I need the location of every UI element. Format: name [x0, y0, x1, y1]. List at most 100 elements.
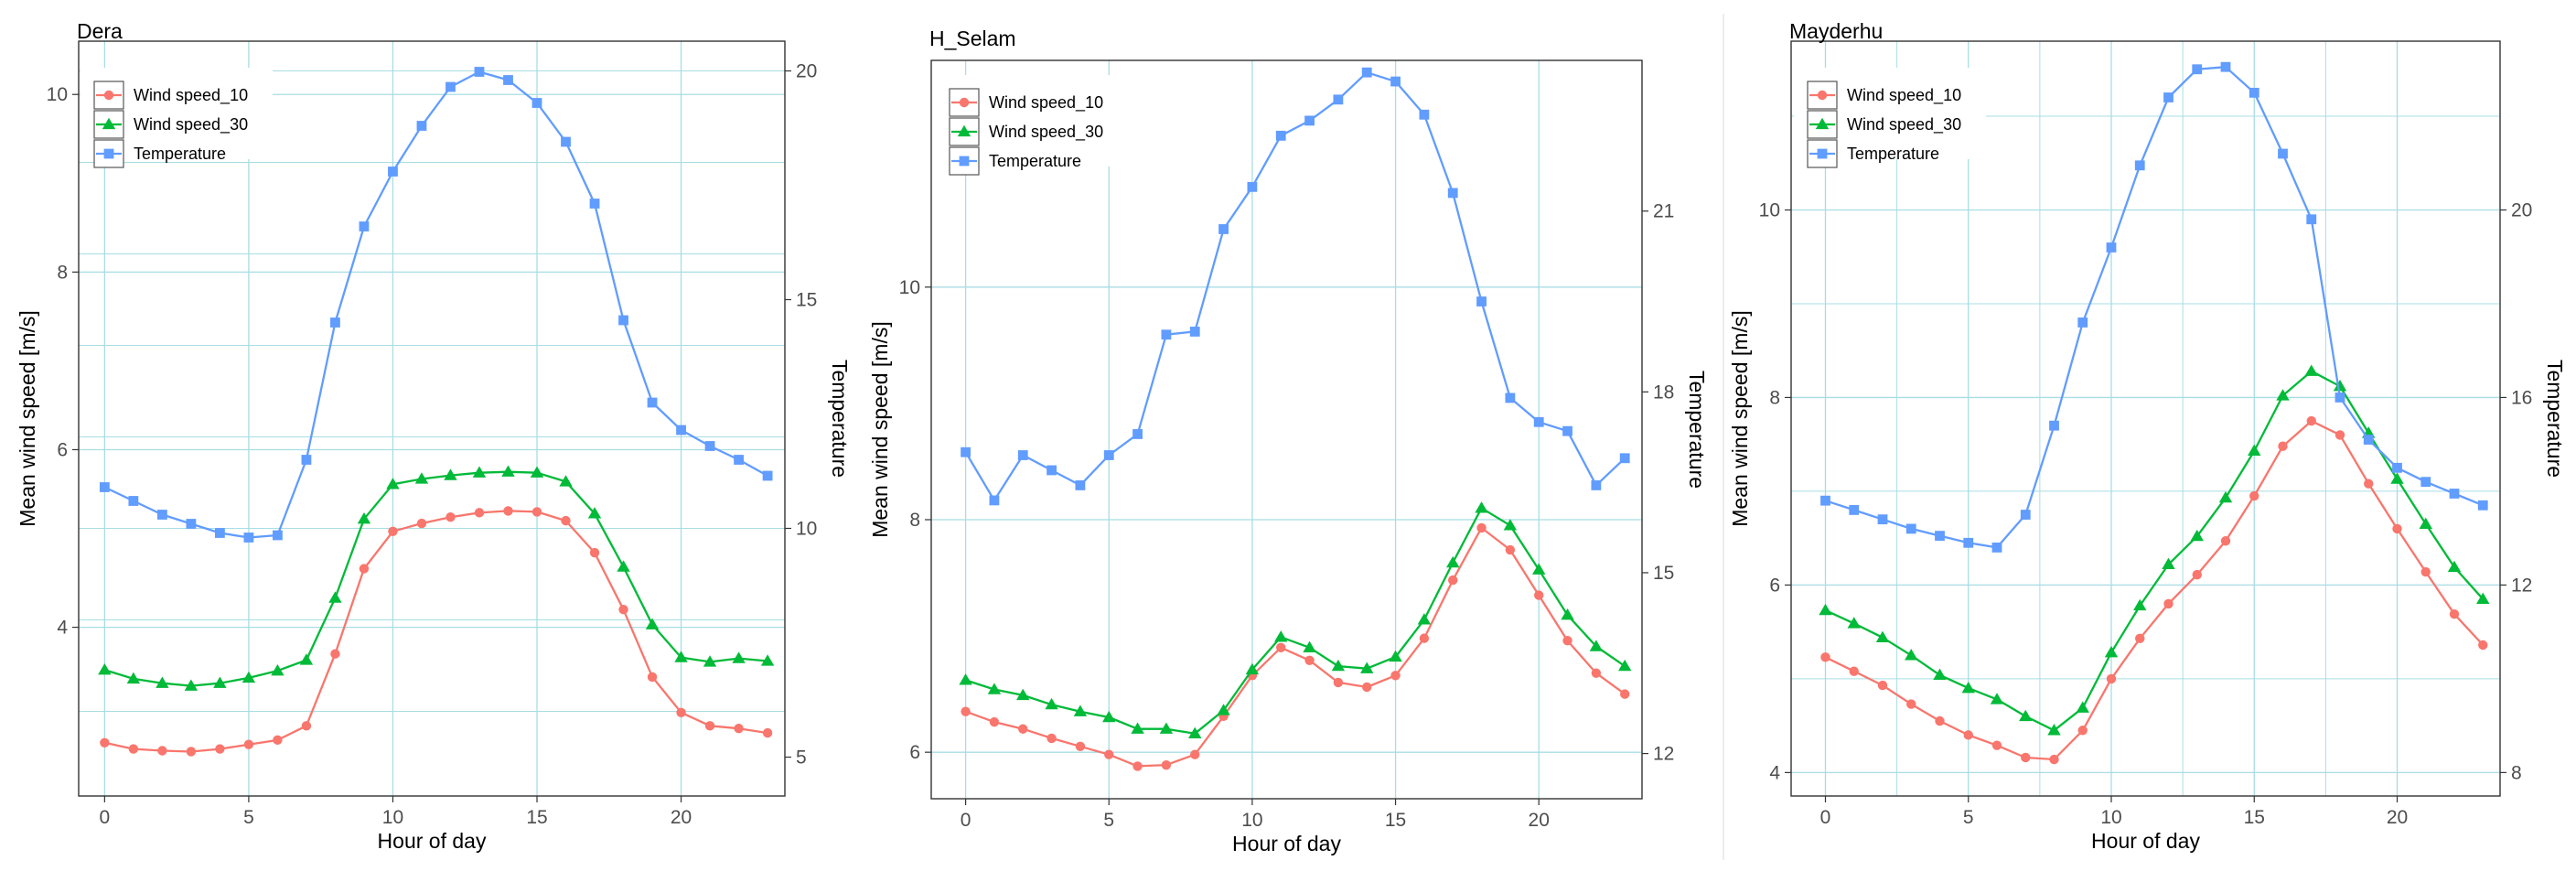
data-point	[2106, 673, 2117, 684]
y2-tick-label: 5	[796, 748, 807, 769]
series-line	[1824, 419, 2485, 761]
x-tick-label: 15	[2244, 807, 2265, 828]
legend-label: Wind speed_10	[134, 86, 248, 105]
data-point	[2248, 444, 2261, 457]
plot-border	[78, 40, 786, 797]
data-point	[1505, 544, 1516, 555]
y2-tick-label: 8	[2511, 762, 2522, 783]
data-point	[1159, 722, 1174, 734]
data-point	[215, 744, 225, 754]
y-tick-label: 4	[57, 618, 68, 639]
data-point	[589, 199, 600, 209]
legend-key-marker	[102, 117, 116, 130]
data-point	[213, 676, 227, 688]
data-point	[1877, 514, 1888, 525]
data-point	[2019, 709, 2033, 722]
data-point	[2278, 148, 2288, 159]
data-point	[2021, 752, 2031, 763]
data-point	[386, 478, 400, 489]
data-point	[1446, 555, 1460, 568]
y2-axis-label: Temperature	[828, 360, 852, 478]
data-point	[2249, 490, 2259, 501]
data-point	[1849, 505, 1860, 515]
data-point	[215, 528, 225, 538]
data-point	[734, 455, 744, 465]
legend-label: Temperature	[1847, 145, 1939, 163]
data-point	[186, 747, 197, 757]
grid-lines	[1791, 41, 2500, 796]
data-point	[1075, 480, 1086, 490]
series-temperature	[99, 67, 773, 543]
data-point	[1333, 677, 1344, 688]
data-point	[2420, 477, 2431, 488]
y2-tick-label: 10	[796, 519, 817, 540]
data-point	[1503, 519, 1518, 531]
data-point	[1905, 649, 1918, 661]
data-point	[1103, 450, 1114, 460]
x-tick-label: 15	[526, 807, 547, 828]
series-wind-speed-30	[1819, 364, 2490, 736]
series-wind-speed-10	[1820, 415, 2488, 765]
series-wind-speed-30	[959, 501, 1632, 739]
data-point	[1476, 296, 1487, 307]
data-point	[647, 672, 658, 683]
data-point	[1619, 453, 1630, 464]
x-tick-label: 15	[1385, 810, 1406, 831]
data-point	[1534, 590, 1544, 600]
data-point	[1963, 730, 1973, 740]
y-tick-label: 4	[1769, 762, 1780, 783]
data-point	[1562, 425, 1572, 436]
data-point	[474, 67, 485, 77]
data-point	[1217, 704, 1230, 715]
data-point	[989, 495, 1000, 506]
data-point	[1331, 659, 1346, 672]
legend-key-marker	[1817, 90, 1828, 101]
data-point	[1961, 681, 1975, 694]
data-point	[987, 683, 1002, 694]
data-point	[1046, 465, 1057, 476]
data-point	[674, 651, 688, 662]
data-point	[503, 75, 513, 85]
data-point	[2390, 472, 2404, 484]
data-point	[1389, 650, 1402, 662]
data-point	[299, 653, 314, 665]
data-point	[1045, 697, 1058, 710]
y2-tick-label: 18	[1653, 382, 1674, 403]
data-point	[328, 591, 342, 603]
data-point	[1274, 630, 1288, 642]
data-point	[961, 706, 971, 716]
data-point	[2364, 479, 2374, 489]
axis-ticks: 0 5 10 15 20 4 6 8 10 5 10 15 20	[47, 61, 818, 829]
data-point	[128, 744, 139, 754]
data-point	[2133, 598, 2147, 611]
data-point	[2478, 640, 2488, 651]
axis-ticks: 0 5 10 15 20 6 8 10 12 15 18 21	[899, 201, 1675, 831]
data-point	[647, 397, 658, 408]
y2-tick-label: 15	[796, 290, 817, 311]
data-point	[2104, 645, 2119, 658]
data-point	[1475, 501, 1488, 513]
data-point	[1303, 640, 1316, 652]
data-point	[1561, 608, 1574, 620]
data-point	[1304, 115, 1315, 126]
data-point	[2306, 214, 2317, 225]
data-point	[2049, 754, 2059, 765]
y-tick-label: 10	[47, 84, 68, 105]
y-tick-label: 8	[57, 262, 68, 283]
data-point	[243, 532, 254, 543]
data-point	[1963, 537, 1974, 548]
data-point	[1333, 94, 1344, 105]
data-point	[1847, 617, 1861, 629]
series-wind-speed-30	[98, 465, 775, 691]
data-point	[1102, 710, 1116, 723]
series-line	[104, 510, 768, 753]
data-point	[530, 466, 544, 478]
y-tick-label: 10	[899, 277, 920, 298]
data-point	[618, 315, 628, 326]
data-point	[1161, 759, 1172, 770]
data-point	[734, 724, 744, 734]
data-point	[1618, 659, 1632, 672]
x-tick-label: 5	[1103, 810, 1114, 831]
data-point	[2218, 490, 2233, 503]
chart-title: Mayderhu	[1789, 19, 1883, 43]
